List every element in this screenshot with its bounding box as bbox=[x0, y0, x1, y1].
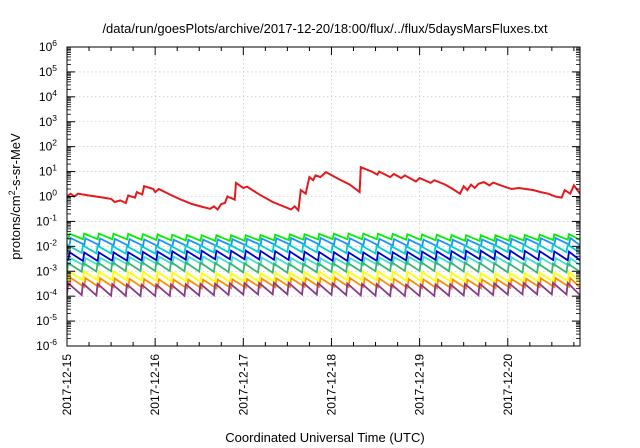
y-tick-label: 106 bbox=[39, 38, 57, 54]
y-tick-label: 104 bbox=[39, 88, 57, 104]
ticks bbox=[66, 46, 580, 347]
y-tick-label: 10-3 bbox=[36, 262, 57, 278]
y-tick-label: 10-1 bbox=[36, 212, 57, 228]
y-tick-label: 105 bbox=[39, 63, 57, 79]
series-line-2 bbox=[68, 236, 580, 248]
series-line-8 bbox=[68, 276, 580, 291]
x-tick-label: 2017-12-19 bbox=[413, 354, 427, 416]
series-line-7 bbox=[67, 270, 580, 284]
chart-title: /data/run/goesPlots/archive/2017-12-20/1… bbox=[102, 21, 548, 36]
y-tick-label: 10-2 bbox=[36, 237, 57, 253]
y-tick-label: 101 bbox=[39, 163, 57, 179]
y-tick-label: 100 bbox=[39, 188, 57, 204]
x-tick-label: 2017-12-18 bbox=[324, 354, 338, 416]
x-tick-label: 2017-12-17 bbox=[236, 354, 250, 416]
x-axis-title: Coordinated Universal Time (UTC) bbox=[225, 430, 424, 445]
y-tick-label: 10-5 bbox=[36, 312, 57, 328]
y-tick-label: 10-6 bbox=[36, 337, 57, 353]
y-tick-labels: 10-6 10-5 10-4 10-3 10-2 10-1 100 101 102 103 104 1… bbox=[36, 38, 57, 353]
series-line-3 bbox=[67, 243, 580, 256]
x-tick-label: 2017-12-20 bbox=[501, 354, 515, 416]
x-tick-label: 2017-12-16 bbox=[148, 354, 162, 416]
y-tick-label: 102 bbox=[39, 138, 57, 154]
y-tick-label: 10-4 bbox=[36, 287, 57, 303]
x-tick-label: 2017-12-15 bbox=[60, 354, 74, 416]
series-line-4 bbox=[67, 249, 580, 263]
series-line-5 bbox=[68, 255, 580, 268]
grid bbox=[66, 47, 580, 346]
series-line-1 bbox=[67, 232, 580, 243]
x-tick-labels: 2017-12-15 2017-12-16 2017-12-17 2017-12-18… bbox=[60, 354, 515, 416]
y-tick-label: 103 bbox=[39, 113, 57, 129]
series-line-0 bbox=[67, 165, 580, 213]
series-line-6 bbox=[67, 260, 580, 275]
series-line-9 bbox=[67, 280, 580, 298]
series-layer bbox=[67, 165, 580, 298]
y-axis-title: protons/cm2-s-sr-MeV bbox=[7, 133, 23, 260]
